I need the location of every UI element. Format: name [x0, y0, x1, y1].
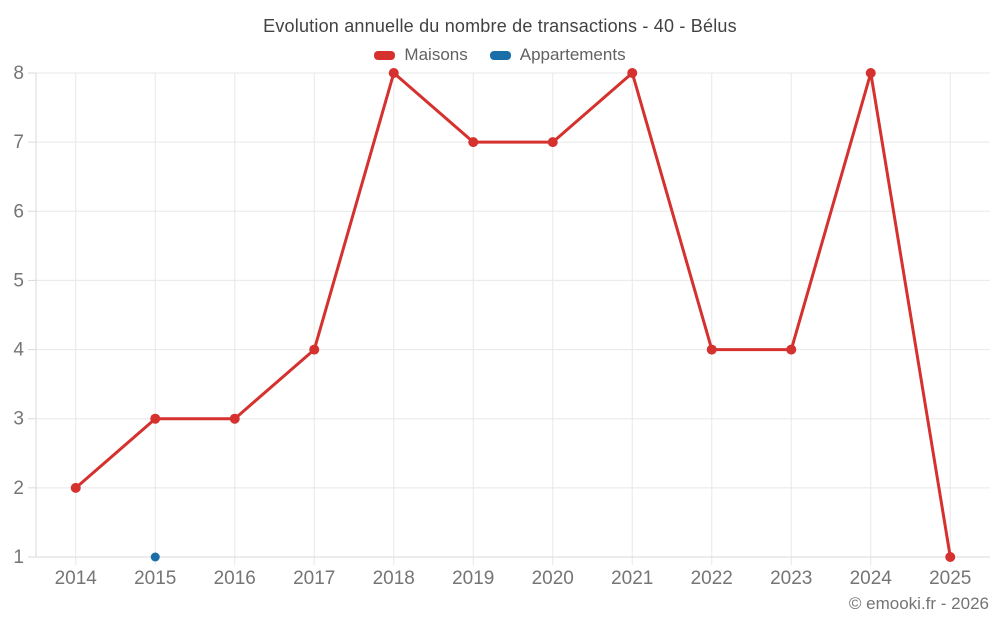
chart-title: Evolution annuelle du nombre de transact…: [263, 16, 737, 36]
x-axis-label: 2023: [770, 568, 812, 589]
x-axis-label: 2014: [55, 568, 98, 589]
maisons-data-point-2022[interactable]: [706, 344, 717, 355]
maisons-data-point-2024[interactable]: [865, 68, 876, 78]
legend: Maisons Appartements: [0, 45, 1000, 65]
x-axis-label: 2015: [134, 568, 176, 589]
copyright: © emooki.fr - 2026: [848, 594, 989, 613]
maisons-data-point-2020[interactable]: [547, 137, 558, 148]
y-axis-label: 7: [13, 132, 24, 153]
maisons-data-point-2018[interactable]: [388, 68, 399, 78]
x-axis-label: 2021: [611, 568, 653, 589]
maisons-data-point-2025[interactable]: [945, 552, 956, 562]
y-axis-label: 1: [13, 547, 24, 568]
x-axis-label: 2017: [293, 568, 335, 589]
y-axis-label: 4: [13, 340, 24, 361]
y-axis-label: 3: [13, 409, 24, 430]
legend-item-maisons[interactable]: Maisons: [374, 45, 468, 65]
x-axis-label: 2022: [691, 568, 733, 589]
y-axis-label: 2: [13, 478, 24, 499]
x-axis-label: 2019: [452, 568, 494, 589]
appartements-data-point-2015[interactable]: [150, 552, 160, 562]
y-axis-label: 5: [13, 270, 24, 291]
maisons-line: [74, 71, 952, 559]
maisons-data-point-2023[interactable]: [786, 344, 797, 355]
maisons-data-point-2019[interactable]: [468, 137, 479, 148]
maisons-data-point-2016[interactable]: [229, 413, 240, 424]
x-axis-label: 2016: [214, 568, 256, 589]
y-axis-label: 6: [13, 201, 24, 222]
x-axis-label: 2025: [929, 568, 971, 589]
x-axis-label: 2024: [850, 568, 893, 589]
appartements-series-swatch-icon: [489, 50, 511, 60]
maisons-series-swatch-icon: [374, 50, 396, 60]
maisons-data-point-2014[interactable]: [70, 482, 81, 493]
legend-label-appartements: Appartements: [519, 45, 626, 64]
maisons-data-point-2015[interactable]: [150, 413, 161, 424]
y-axis-label: 8: [13, 63, 24, 84]
maisons-data-point-2017[interactable]: [309, 344, 320, 355]
x-axis-label: 2018: [373, 568, 415, 589]
legend-item-appartements[interactable]: Appartements: [489, 45, 626, 65]
maisons-data-point-2021[interactable]: [627, 68, 638, 78]
legend-label-maisons: Maisons: [404, 45, 468, 64]
x-axis-label: 2020: [532, 568, 574, 589]
